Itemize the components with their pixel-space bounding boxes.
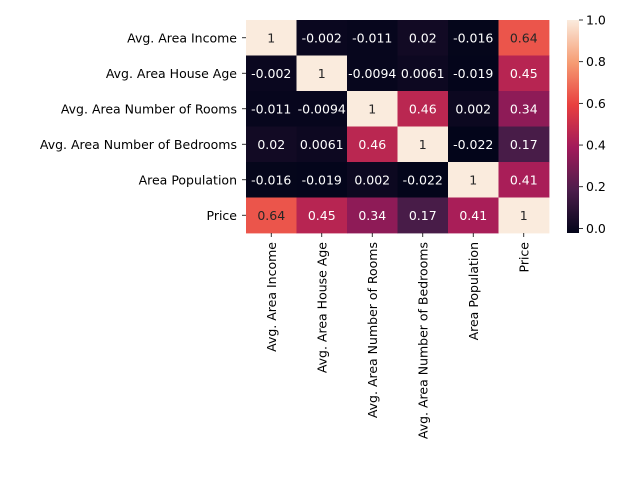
y-tick-label: Avg. Area House Age — [106, 66, 237, 81]
heatmap-cell — [296, 91, 348, 127]
heatmap-cell-label: -0.002 — [302, 30, 342, 45]
heatmap-cell — [246, 55, 297, 92]
heatmap-cell — [347, 197, 398, 234]
colorbar-tick-label: 0.0 — [586, 221, 606, 236]
heatmap-cell-label: 0.0061 — [300, 137, 344, 152]
heatmap-cell — [347, 20, 398, 56]
heatmap-cell-label: 0.45 — [510, 66, 538, 81]
heatmap-cell-label: 0.41 — [459, 208, 487, 223]
heatmap-cell — [246, 162, 297, 198]
heatmap-cell-label: 0.17 — [510, 137, 538, 152]
heatmap-cell — [296, 126, 348, 163]
x-tick-label: Avg. Area Number of Rooms — [365, 242, 380, 418]
y-tick-label: Area Population — [139, 172, 237, 187]
colorbar-tick-label: 1.0 — [586, 13, 606, 28]
heatmap-cell-label: 0.0061 — [401, 66, 445, 81]
heatmap-cell-label: 0.002 — [455, 101, 491, 116]
x-axis-tick-labels: Avg. Area Income Avg. Area House Age Avg. … — [264, 233, 531, 439]
heatmap-cell — [397, 197, 449, 234]
heatmap-cell — [498, 55, 550, 92]
heatmap-cell-label: 0.41 — [510, 172, 538, 187]
heatmap-cell — [397, 55, 449, 92]
heatmap-cell — [448, 55, 499, 92]
heatmap-cell-label: 1 — [318, 66, 326, 81]
colorbar-tick-label: 0.6 — [586, 96, 606, 111]
heatmap-cell — [296, 197, 348, 234]
heatmap-cell — [397, 91, 449, 127]
heatmap-cell-label: 0.02 — [409, 30, 437, 45]
heatmap-cell-label: -0.019 — [453, 66, 493, 81]
heatmap-cell-label: -0.016 — [251, 172, 291, 187]
heatmap-cell-label: 0.46 — [358, 137, 386, 152]
heatmap-cell — [498, 20, 550, 56]
heatmap-cell — [397, 20, 449, 56]
heatmap-cell-label: -0.022 — [453, 137, 493, 152]
heatmap-cell — [347, 91, 398, 127]
heatmap-cell — [498, 162, 550, 198]
heatmap-cell-label: -0.011 — [251, 101, 291, 116]
heatmap-cell — [448, 91, 499, 127]
x-tick-label: Avg. Area Income — [264, 242, 279, 352]
y-tick-label: Avg. Area Number of Rooms — [61, 101, 237, 116]
heatmap-cell — [347, 126, 398, 163]
heatmap-cell — [246, 126, 297, 163]
heatmap-cell-label: 0.46 — [409, 101, 437, 116]
heatmap-cell-label: -0.016 — [453, 30, 493, 45]
heatmap-cell-label: -0.0094 — [298, 101, 346, 116]
heatmap-cell-label: 0.34 — [510, 101, 538, 116]
heatmap-cell — [397, 126, 449, 163]
heatmap-cell — [448, 126, 499, 163]
colorbar-tick-label: 0.4 — [586, 138, 606, 153]
heatmap-cell-label: -0.011 — [352, 30, 392, 45]
heatmap-cell — [498, 126, 550, 163]
heatmap-cell-label: 0.002 — [354, 172, 390, 187]
colorbar: 0.0 0.2 0.4 0.6 0.8 1.0 — [567, 13, 606, 236]
heatmap-cell — [246, 20, 297, 56]
heatmap-cell-label: 0.64 — [257, 208, 285, 223]
x-tick-label: Avg. Area Number of Bedrooms — [415, 242, 430, 439]
heatmap-cell-label: -0.019 — [302, 172, 342, 187]
heatmap-cell — [448, 197, 499, 234]
heatmap-cell-label: 1 — [368, 101, 376, 116]
heatmap-cell — [246, 91, 297, 127]
heatmap-cell-label: -0.022 — [403, 172, 443, 187]
heatmap-cell — [448, 20, 499, 56]
heatmap-cell-label: 1 — [419, 137, 427, 152]
x-tick-label: Avg. Area House Age — [314, 242, 329, 373]
heatmap-cell — [448, 162, 499, 198]
heatmap-cell-label: 0.34 — [358, 208, 386, 223]
heatmap-cell-label: 0.64 — [510, 30, 538, 45]
heatmap-cell-label: 0.17 — [409, 208, 437, 223]
heatmap-cell-label: 0.02 — [257, 137, 285, 152]
heatmap-cell — [498, 91, 550, 127]
heatmap-cell — [296, 162, 348, 198]
colorbar-gradient — [567, 20, 579, 233]
heatmap-cell — [347, 162, 398, 198]
y-axis-tick-labels: Avg. Area Income Avg. Area House Age Avg. … — [40, 30, 246, 223]
heatmap-cell — [347, 55, 398, 92]
x-tick-label: Price — [516, 242, 531, 273]
colorbar-tick-label: 0.2 — [586, 179, 606, 194]
heatmap-cells: 1 -0.002 -0.011 0.02 -0.016 0.64 -0.002 1 -0.009… — [246, 20, 550, 234]
y-tick-label: Price — [207, 208, 238, 223]
heatmap-cell-label: 1 — [520, 208, 528, 223]
heatmap-cell-label: -0.002 — [251, 66, 291, 81]
heatmap-cell — [296, 20, 348, 56]
heatmap-cell — [397, 162, 449, 198]
heatmap-cell-label: 0.45 — [308, 208, 336, 223]
heatmap-cell — [246, 197, 297, 234]
heatmap-cell — [296, 55, 348, 92]
colorbar-tick-label: 0.8 — [586, 54, 606, 69]
heatmap-cell-label: 1 — [469, 172, 477, 187]
heatmap-cell-label: 1 — [267, 30, 275, 45]
heatmap-cell — [498, 197, 550, 234]
y-tick-label: Avg. Area Income — [127, 30, 237, 45]
heatmap-cell-label: -0.0094 — [348, 66, 396, 81]
y-tick-label: Avg. Area Number of Bedrooms — [40, 137, 237, 152]
x-tick-label: Area Population — [466, 242, 481, 340]
